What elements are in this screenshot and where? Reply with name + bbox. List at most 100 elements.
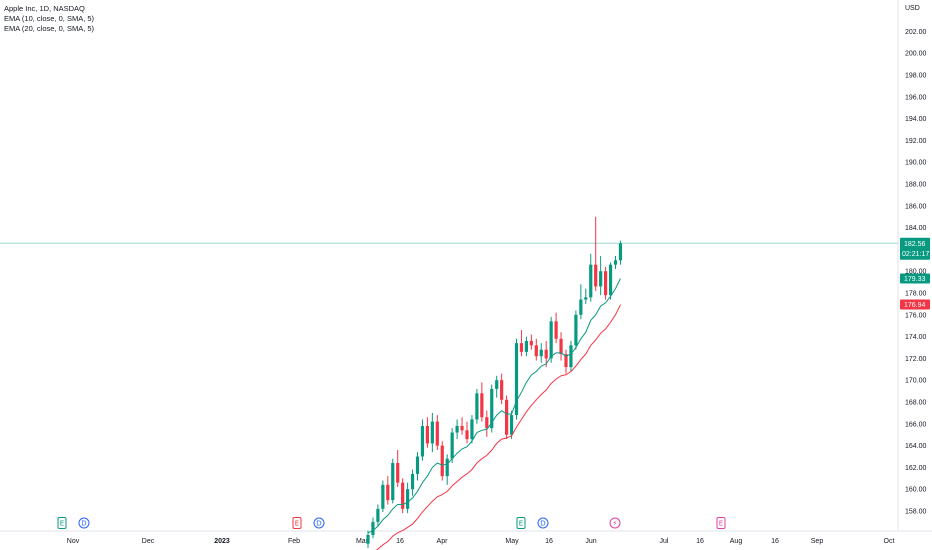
candle-body [366, 534, 370, 544]
candle-body [574, 314, 578, 346]
candle-body [495, 380, 499, 389]
candle-body [396, 463, 400, 483]
candle-body [401, 482, 405, 509]
event-dividend-icon[interactable]: D [313, 517, 325, 529]
event-dividend-icon[interactable]: D [537, 517, 549, 529]
candle-body [514, 343, 519, 416]
candle-body [410, 473, 415, 490]
ema-tag: 176.94 [900, 299, 930, 310]
candle-body [376, 508, 380, 522]
candle-body [564, 354, 568, 368]
candle-body [485, 417, 489, 429]
candle-body [599, 271, 603, 287]
price-tick-label: 166.00 [905, 421, 927, 428]
event-label: D [81, 520, 86, 528]
event-label: ⚡ [613, 520, 618, 528]
candles [366, 216, 623, 549]
time-tick-label: 16 [771, 538, 779, 545]
symbol-title[interactable]: Apple Inc, 1D, NASDAQ [4, 4, 85, 13]
event-earnings-icon[interactable]: E [292, 517, 302, 529]
candle-body [381, 484, 385, 509]
time-tick-label: Oct [884, 538, 895, 545]
candle-body [475, 393, 479, 420]
candle-body [440, 445, 444, 477]
price-tick-label: 178.00 [905, 291, 927, 298]
candle-body [524, 340, 528, 352]
candle-body [391, 463, 395, 501]
candle-body [544, 349, 548, 359]
price-tick-label: 194.00 [905, 116, 927, 123]
candle-body [559, 338, 563, 355]
time-tick-label: Mar [356, 538, 369, 545]
price-tick-label: 180.00 [905, 269, 927, 276]
time-tick-label: 16 [396, 538, 404, 545]
ema-10-legend[interactable]: EMA (10, close, 0, SMA, 5) [4, 14, 95, 23]
candle-body [579, 299, 583, 315]
candle-body [480, 393, 484, 418]
price-tick-label: 202.00 [905, 29, 927, 36]
price-tick-label: 160.00 [905, 487, 927, 494]
candle-body [465, 430, 469, 440]
price-tick-label: 158.00 [905, 509, 927, 516]
candle-body [618, 243, 623, 261]
candle-body [445, 458, 449, 477]
price-tick-label: 176.00 [905, 312, 927, 319]
candle-body [539, 349, 543, 357]
price-tick-label: 174.00 [905, 334, 927, 341]
time-tick-label: Feb [288, 538, 300, 545]
time-tick-label: Aug [730, 538, 743, 545]
event-split-icon[interactable]: ⚡ [609, 517, 621, 529]
price-tick-label: 200.00 [905, 51, 927, 58]
price-axis[interactable]: USD 158.00 160.00 162.00 164.00 166.00 168.00 1… [897, 0, 927, 530]
event-label: D [316, 520, 321, 528]
last-price-tag: 182.56 02:21:17 [900, 237, 930, 260]
event-earnings-icon[interactable]: E [57, 517, 67, 529]
ema-20-legend[interactable]: EMA (20, close, 0, SMA, 5) [4, 24, 95, 33]
event-label: E [719, 520, 723, 528]
candle-body [460, 425, 464, 431]
price-tick-label: 168.00 [905, 400, 927, 407]
candle-body [519, 343, 524, 352]
price-tick-label: 184.00 [905, 225, 927, 232]
price-tick-label: 172.00 [905, 356, 927, 363]
event-label: D [540, 520, 545, 528]
price-tags: 182.56 02:21:17 179.33 176.94 [900, 237, 930, 310]
price-tick-label: 188.00 [905, 182, 927, 189]
event-earnings-icon[interactable]: E [516, 517, 526, 529]
price-tick-label: 164.00 [905, 443, 927, 450]
event-label: E [295, 520, 299, 528]
ema-10-line [367, 278, 621, 534]
event-label: E [60, 520, 64, 528]
candle-body [554, 321, 558, 339]
time-tick-label: Sep [811, 538, 824, 545]
candle-body [608, 264, 613, 296]
countdown-value: 02:21:17 [902, 251, 929, 258]
price-tick-label: 198.00 [905, 73, 927, 80]
currency-label: USD [905, 5, 920, 12]
event-dividend-icon[interactable]: D [78, 517, 90, 529]
candle-body [470, 419, 474, 440]
price-tick-label: 196.00 [905, 94, 927, 101]
candle-body [549, 321, 553, 359]
candle-body [584, 297, 588, 300]
price-tick-label: 170.00 [905, 378, 927, 385]
event-markers[interactable]: E D E D E D ⚡ E [57, 517, 726, 529]
time-axis[interactable]: Nov Dec 2023 Feb Mar 16 Apr May 16 Jun Jul 16 Aug 16 S… [0, 530, 932, 545]
candle-body [500, 380, 504, 400]
price-tick-label: 186.00 [905, 203, 927, 210]
candle-body [569, 345, 573, 368]
candle-body [534, 345, 538, 357]
time-tick-label: 16 [696, 538, 704, 545]
candle-body [589, 264, 593, 298]
candle-body [430, 421, 434, 444]
time-tick-label: Jul [660, 538, 669, 545]
candle-body [604, 271, 608, 296]
candle-body [371, 521, 375, 535]
candle-body [415, 456, 420, 474]
candle-body [420, 425, 425, 457]
event-earnings-future-icon[interactable]: E [716, 517, 726, 529]
time-tick-label: Dec [142, 538, 155, 545]
price-tick-label: 190.00 [905, 160, 927, 167]
candle-body [613, 260, 618, 265]
